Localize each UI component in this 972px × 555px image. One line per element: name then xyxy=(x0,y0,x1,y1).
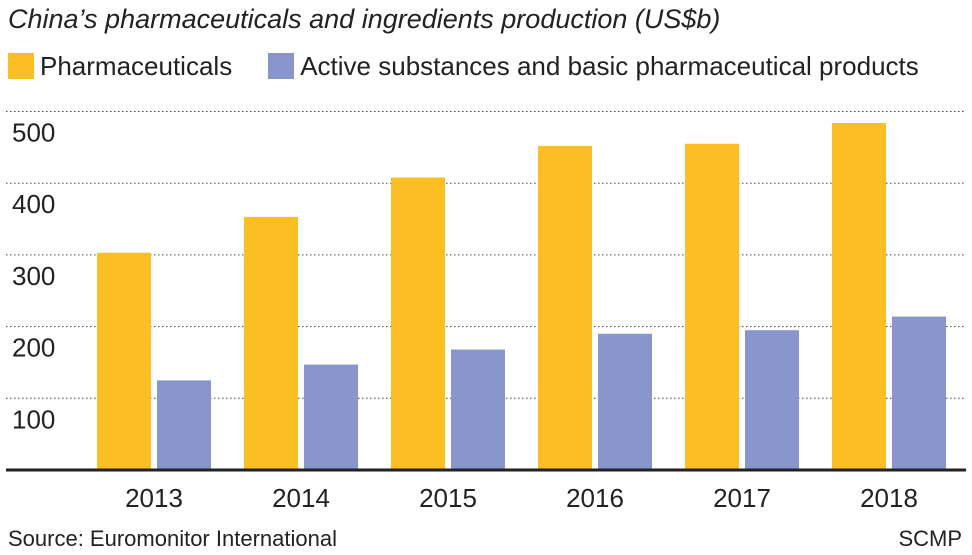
y-tick-label-400: 400 xyxy=(12,189,55,219)
bar-active-substances-2014 xyxy=(304,364,358,470)
bar-pharmaceuticals-2016 xyxy=(538,145,592,470)
legend-label-pharmaceuticals: Pharmaceuticals xyxy=(40,50,233,81)
x-tick-label-2014: 2014 xyxy=(272,483,330,513)
x-tick-label-2017: 2017 xyxy=(713,483,771,513)
bar-pharmaceuticals-2013 xyxy=(97,252,151,470)
legend-swatch-pharmaceuticals xyxy=(8,53,34,79)
bar-active-substances-2016 xyxy=(598,333,652,470)
chart-title: China’s pharmaceuticals and ingredients … xyxy=(8,4,721,34)
x-tick-label-2016: 2016 xyxy=(566,483,624,513)
y-tick-label-100: 100 xyxy=(12,404,55,434)
x-tick-label-2013: 2013 xyxy=(125,483,183,513)
source-note: Source: Euromonitor International xyxy=(8,526,337,551)
legend-label-active-substances: Active substances and basic pharmaceutic… xyxy=(300,50,919,81)
y-tick-label-200: 200 xyxy=(12,333,55,363)
legend-item-active-substances: Active substances and basic pharmaceutic… xyxy=(268,51,919,82)
bar-pharmaceuticals-2014 xyxy=(244,216,298,470)
bar-pharmaceuticals-2018 xyxy=(832,122,886,470)
bar-active-substances-2015 xyxy=(451,349,505,470)
legend-item-pharmaceuticals: Pharmaceuticals xyxy=(8,51,232,82)
legend: Pharmaceuticals Active substances and ba… xyxy=(8,50,955,82)
bar-active-substances-2013 xyxy=(157,380,211,470)
y-tick-label-500: 500 xyxy=(12,118,55,148)
bar-active-substances-2018 xyxy=(892,316,946,470)
y-tick-label-300: 300 xyxy=(12,261,55,291)
x-tick-label-2018: 2018 xyxy=(860,483,918,513)
x-tick-label-2015: 2015 xyxy=(419,483,477,513)
bar-pharmaceuticals-2017 xyxy=(685,143,739,470)
bar-active-substances-2017 xyxy=(745,330,799,470)
bar-pharmaceuticals-2015 xyxy=(391,177,445,471)
legend-swatch-active-substances xyxy=(268,53,295,79)
credit-note: SCMP xyxy=(898,526,962,551)
